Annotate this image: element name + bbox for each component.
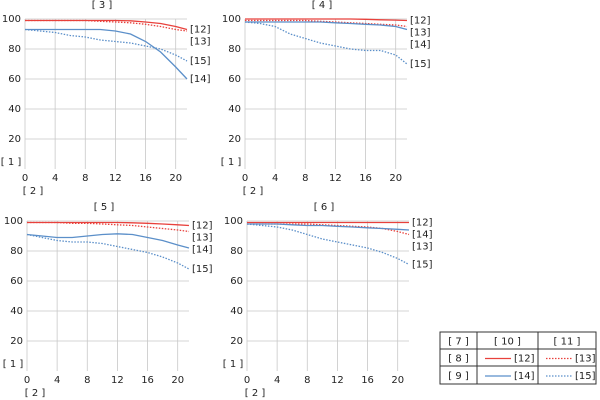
series-label: [13]: [190, 37, 211, 48]
y-tick-label: 80: [8, 44, 21, 55]
series-label: [15]: [412, 260, 433, 271]
chart-title: [ 5 ]: [94, 202, 115, 213]
chart-title: [ 3 ]: [92, 0, 113, 11]
x-tick-label: 4: [52, 173, 58, 184]
y-tick-label: 40: [8, 104, 21, 115]
legend-label: [14]: [514, 371, 535, 382]
series-label: [13]: [192, 233, 213, 244]
row-label: [ 8 ]: [448, 354, 469, 365]
table-header: [ 10 ]: [494, 337, 521, 348]
x-tick-label: 0: [244, 375, 250, 386]
x-tick-label: 16: [139, 173, 152, 184]
series-label: [12]: [410, 16, 431, 27]
row-label: [ 9 ]: [448, 371, 469, 382]
x-tick-label: 12: [109, 173, 122, 184]
legend-label: [13]: [575, 354, 596, 365]
series-line: [245, 19, 408, 28]
x-tick-label: 20: [389, 173, 402, 184]
x-tick-label: 4: [274, 375, 280, 386]
x-tick-label: 4: [272, 173, 278, 184]
series-label: [12]: [412, 218, 433, 229]
series-line: [27, 221, 190, 233]
series-line: [25, 19, 188, 32]
y-tick-label: 80: [228, 44, 241, 55]
y-tick-label: 40: [10, 306, 23, 317]
x-tick-label: 12: [331, 375, 344, 386]
y-axis-label: [ 1 ]: [223, 359, 244, 370]
y-tick-label: 60: [230, 276, 243, 287]
x-tick-label: 8: [84, 375, 90, 386]
y-tick-label: 20: [230, 336, 243, 347]
x-tick-label: 8: [302, 173, 308, 184]
x-tick-label: 4: [54, 375, 60, 386]
x-tick-label: 20: [391, 375, 404, 386]
y-tick-label: 20: [8, 134, 21, 145]
series-label: [15]: [410, 59, 431, 70]
x-axis-label: [ 2 ]: [243, 186, 264, 197]
x-tick-label: 0: [242, 173, 248, 184]
series-line: [245, 21, 408, 31]
series-line: [247, 223, 410, 231]
series-line: [26, 233, 190, 249]
series-label: [15]: [192, 264, 213, 275]
x-tick-label: 12: [111, 375, 124, 386]
y-axis-label: [ 1 ]: [221, 157, 242, 168]
x-axis-label: [ 2 ]: [25, 388, 46, 399]
series-line: [246, 223, 410, 266]
y-axis-label: [ 1 ]: [3, 359, 24, 370]
chart-title: [ 4 ]: [312, 0, 333, 11]
series-line: [24, 28, 188, 62]
y-tick-label: 100: [4, 216, 23, 227]
y-tick-label: 100: [224, 216, 243, 227]
x-tick-label: 16: [359, 173, 372, 184]
y-axis-label: [ 1 ]: [1, 157, 22, 168]
x-tick-label: 16: [361, 375, 374, 386]
x-tick-label: 12: [329, 173, 342, 184]
x-tick-label: 20: [169, 173, 182, 184]
y-tick-label: 60: [10, 276, 23, 287]
x-axis-label: [ 2 ]: [23, 186, 44, 197]
series-label: [14]: [190, 74, 211, 85]
y-tick-label: 40: [230, 306, 243, 317]
y-tick-label: 20: [10, 336, 23, 347]
series-label: [14]: [410, 40, 431, 51]
series-line: [25, 28, 188, 80]
series-label: [12]: [190, 25, 211, 36]
series-line: [245, 18, 408, 22]
series-line: [244, 21, 408, 65]
chart-title: [ 6 ]: [314, 202, 335, 213]
x-tick-label: 16: [141, 375, 154, 386]
y-tick-label: 60: [228, 74, 241, 85]
y-tick-label: 20: [228, 134, 241, 145]
y-tick-label: 80: [230, 246, 243, 257]
y-tick-label: 100: [222, 14, 241, 25]
series-label: [13]: [412, 242, 433, 253]
y-tick-label: 60: [8, 74, 21, 85]
x-tick-label: 20: [171, 375, 184, 386]
x-tick-label: 0: [22, 173, 28, 184]
x-tick-label: 8: [82, 173, 88, 184]
table-header: [ 7 ]: [448, 337, 469, 348]
series-label: [14]: [412, 230, 433, 241]
series-label: [14]: [192, 245, 213, 256]
y-tick-label: 80: [10, 246, 23, 257]
series-label: [13]: [410, 28, 431, 39]
legend-label: [12]: [514, 354, 535, 365]
y-tick-label: 100: [2, 14, 21, 25]
series-label: [12]: [192, 221, 213, 232]
x-tick-label: 8: [304, 375, 310, 386]
table-header: [ 11 ]: [554, 337, 581, 348]
series-line: [26, 233, 190, 270]
series-label: [15]: [190, 56, 211, 67]
y-tick-label: 40: [228, 104, 241, 115]
x-axis-label: [ 2 ]: [245, 388, 266, 399]
x-tick-label: 0: [24, 375, 30, 386]
legend-label: [15]: [575, 371, 596, 382]
legend-table: [439, 331, 597, 385]
